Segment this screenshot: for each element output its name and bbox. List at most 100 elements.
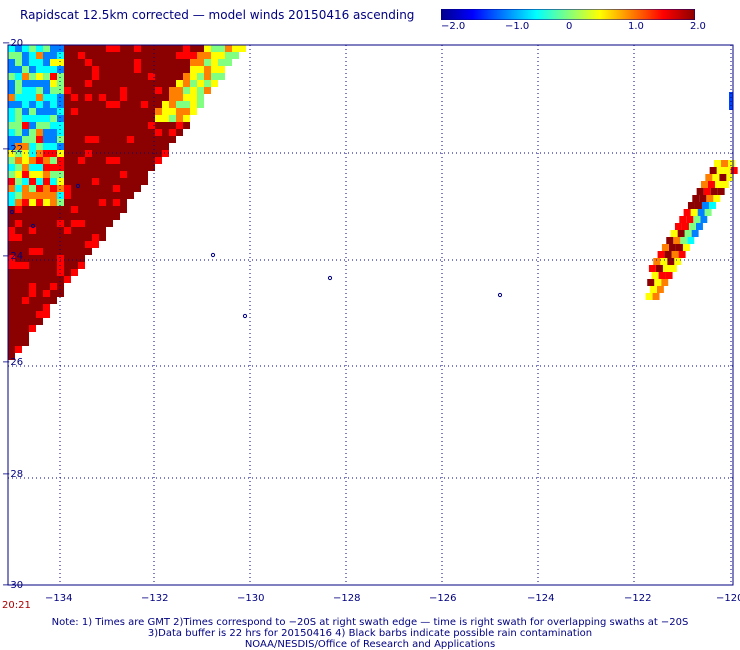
wind-cell [211,52,218,59]
wind-cell [657,251,665,258]
wind-cell [29,59,36,66]
wind-cell [78,206,85,213]
wind-cell [43,276,50,283]
wind-cell [85,66,92,73]
wind-cell [106,94,113,101]
wind-cell [92,206,99,213]
wind-cell [29,192,36,199]
wind-cell [29,213,36,220]
wind-cell [695,223,703,230]
wind-cell [22,157,29,164]
wind-cell [8,80,15,87]
wind-cell [36,185,43,192]
wind-cell [29,248,36,255]
wind-cell [134,143,141,150]
wind-cell [43,87,50,94]
wind-cell [8,171,15,178]
wind-cell [183,108,190,115]
wind-cell [50,164,57,171]
wind-cell [15,262,22,269]
wind-cell [127,136,134,143]
wind-cell [706,195,714,202]
wind-cell [660,258,668,265]
wind-cell [78,87,85,94]
wind-cell [8,255,15,262]
wind-cell [78,220,85,227]
wind-cell [71,241,78,248]
wind-cell [64,157,71,164]
wind-cell [190,45,197,52]
wind-cell [15,276,22,283]
wind-cell [64,122,71,129]
wind-cell [57,115,64,122]
wind-cell [29,297,36,304]
wind-cell [176,101,183,108]
wind-cell [162,129,169,136]
wind-cell [176,45,183,52]
wind-cell [190,101,197,108]
wind-cell [99,45,106,52]
wind-cell [36,171,43,178]
wind-cell [8,185,15,192]
wind-cell [71,199,78,206]
wind-cell [106,150,113,157]
wind-cell [204,59,211,66]
wind-cell [697,209,705,216]
wind-cell [22,199,29,206]
wind-cell [696,188,704,195]
wind-cell [85,45,92,52]
wind-cell [8,248,15,255]
wind-cell [78,255,85,262]
wind-cell [169,73,176,80]
wind-cell [29,143,36,150]
wind-cell [688,223,696,230]
wind-cell [78,241,85,248]
wind-cell [218,66,225,73]
wind-cell [43,290,50,297]
wind-cell [64,192,71,199]
wind-cell [674,258,682,265]
lon-label: −124 [527,593,555,604]
wind-cell [127,94,134,101]
wind-cell [78,122,85,129]
wind-cell [71,136,78,143]
wind-cell [15,66,22,73]
wind-cell [162,108,169,115]
wind-cell [134,108,141,115]
wind-cell [43,311,50,318]
wind-cell [8,290,15,297]
wind-cell [197,73,204,80]
wind-cell [120,199,127,206]
wind-cell [15,213,22,220]
wind-cell [71,115,78,122]
wind-cell [113,122,120,129]
wind-cell [36,101,43,108]
wind-cell [99,129,106,136]
wind-cell [92,164,99,171]
wind-cell [85,157,92,164]
wind-cell [645,293,653,300]
wind-cell [155,115,162,122]
wind-cell [85,192,92,199]
wind-cell [64,73,71,80]
wind-cell [22,297,29,304]
wind-cell [183,115,190,122]
wind-cell [176,115,183,122]
rain-flag-mark [242,313,248,319]
wind-cell [141,80,148,87]
wind-cell [662,265,670,272]
wind-cell [57,52,64,59]
wind-cell [50,45,57,52]
lon-label: −130 [237,593,265,604]
wind-cell [22,227,29,234]
wind-cell [64,59,71,66]
wind-cell [691,230,699,237]
wind-cell [29,45,36,52]
wind-cell [71,192,78,199]
wind-cell [106,52,113,59]
wind-cell [148,94,155,101]
wind-cell [134,52,141,59]
wind-cell [85,220,92,227]
wind-cell [50,276,57,283]
wind-cell [85,73,92,80]
